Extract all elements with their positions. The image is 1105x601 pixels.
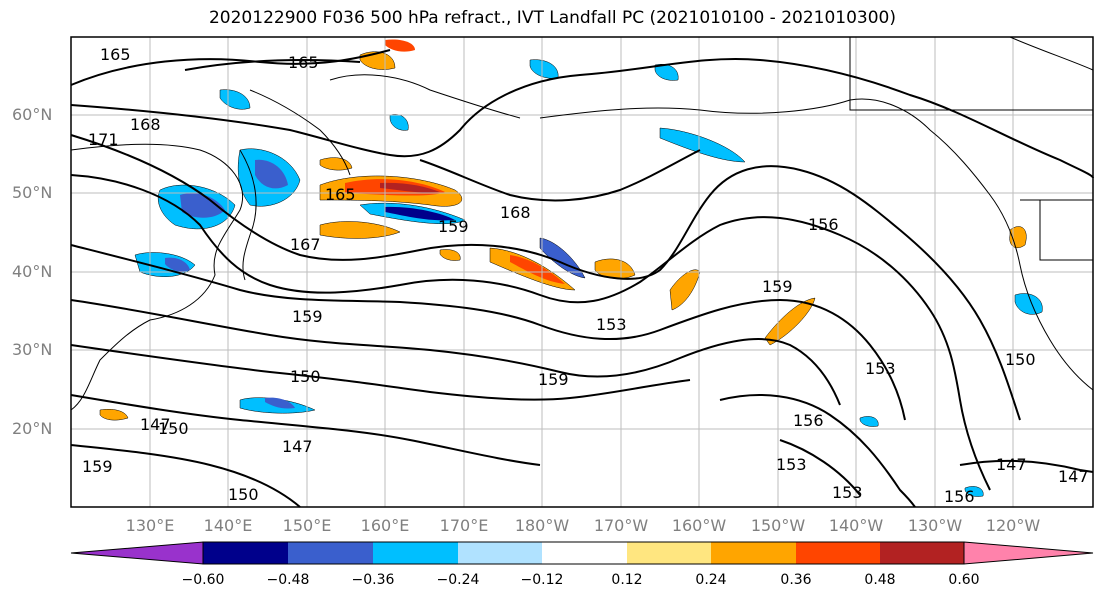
colorbar-label: 0.12 <box>611 572 643 588</box>
contour-label: 147 <box>996 455 1027 474</box>
contour-label: 156 <box>944 487 975 506</box>
colorbar-segment <box>627 542 711 564</box>
map-title: 2020122900 F036 500 hPa refract., IVT La… <box>208 8 896 28</box>
lon-tick-label: 150°E <box>282 516 332 535</box>
lon-tick-label: 170°E <box>439 516 489 535</box>
contour-label: 147 <box>1058 467 1089 486</box>
positive-anomaly <box>439 249 461 261</box>
contour-label: 156 <box>808 215 839 234</box>
negative-anomaly <box>859 416 879 427</box>
contour-label: 147 <box>282 437 313 456</box>
colorbar-segment <box>458 542 542 564</box>
lon-tick-label: 150°W <box>750 516 806 535</box>
lon-tick-label: 170°W <box>593 516 649 535</box>
positive-anomaly <box>380 182 440 193</box>
shaded-field <box>99 39 1043 497</box>
lat-tick-label: 30°N <box>12 340 53 359</box>
positive-anomaly <box>510 255 565 284</box>
contour-label-group: 165 165 168 171 165 167 159 168 156 159 … <box>82 45 1089 506</box>
contour-label: 153 <box>865 359 896 378</box>
coastlines <box>70 36 1094 411</box>
contour-label: 165 <box>325 185 356 204</box>
lat-tick-label: 60°N <box>12 105 53 124</box>
contour-label: 150 <box>290 367 321 386</box>
positive-anomaly <box>594 258 636 279</box>
colorbar-segment <box>711 542 796 564</box>
contour-label: 171 <box>88 130 119 149</box>
lon-tick-label: 160°W <box>671 516 727 535</box>
colorbar-label: 0.24 <box>695 572 727 588</box>
colorbar-label: −0.24 <box>436 572 480 588</box>
contour-label: 168 <box>130 115 161 134</box>
contour-lines <box>70 49 1094 508</box>
lat-tick-label: 50°N <box>12 183 53 202</box>
negative-anomaly <box>165 257 190 272</box>
lon-tick-label: 180°W <box>514 516 570 535</box>
colorbar-extend-low <box>70 541 204 565</box>
colorbar <box>70 541 1094 565</box>
lon-tick-label: 130°E <box>125 516 175 535</box>
contour-label: 156 <box>793 411 824 430</box>
negative-anomaly <box>265 397 295 409</box>
colorbar-segment <box>373 542 458 564</box>
positive-anomaly <box>319 221 401 239</box>
colorbar-segment <box>796 542 880 564</box>
contour-label: 159 <box>438 217 469 236</box>
colorbar-label: −0.36 <box>351 572 395 588</box>
contour-label: 153 <box>596 315 627 334</box>
lon-tick-label: 140°W <box>828 516 884 535</box>
contour-label: 165 <box>288 53 319 72</box>
contour-label: 153 <box>832 483 863 502</box>
colorbar-label: 0.48 <box>864 572 896 588</box>
colorbar-segment <box>542 542 627 564</box>
colorbar-segment <box>288 542 373 564</box>
lon-tick-label: 120°W <box>985 516 1041 535</box>
negative-anomaly <box>255 159 288 189</box>
contour-label: 150 <box>228 485 259 504</box>
contour-label: 150 <box>158 419 189 438</box>
colorbar-segment <box>203 542 288 564</box>
colorbar-segment <box>880 542 964 564</box>
colorbar-label: 0.36 <box>780 572 812 588</box>
lon-tick-label: 160°E <box>360 516 410 535</box>
contour-label: 159 <box>538 370 569 389</box>
contour-label: 159 <box>762 277 793 296</box>
contour-label: 165 <box>100 45 131 64</box>
contour-label: 159 <box>292 307 323 326</box>
negative-anomaly <box>180 193 225 218</box>
gridlines <box>71 37 1093 507</box>
plot-frame <box>70 36 1094 508</box>
colorbar-label: −0.12 <box>520 572 564 588</box>
contour-label: 147 <box>140 415 171 434</box>
colorbar-label: −0.60 <box>181 572 225 588</box>
colorbar-label: −0.48 <box>266 572 310 588</box>
contour-label: 168 <box>500 203 531 222</box>
negative-anomaly <box>659 127 746 163</box>
contour-label: 159 <box>82 457 113 476</box>
lat-tick-label: 20°N <box>12 419 53 438</box>
positive-anomaly <box>99 409 129 421</box>
negative-anomaly <box>385 206 455 221</box>
colorbar-extend-high <box>963 541 1094 565</box>
positive-anomaly <box>385 39 415 52</box>
lon-tick-label: 130°W <box>907 516 963 535</box>
negative-anomaly <box>964 486 984 497</box>
lon-tick-label: 140°E <box>203 516 253 535</box>
contour-label: 167 <box>290 235 321 254</box>
contour-label: 153 <box>776 455 807 474</box>
contour-label: 150 <box>1005 350 1036 369</box>
colorbar-label: 0.60 <box>948 572 980 588</box>
lat-tick-label: 40°N <box>12 262 53 281</box>
